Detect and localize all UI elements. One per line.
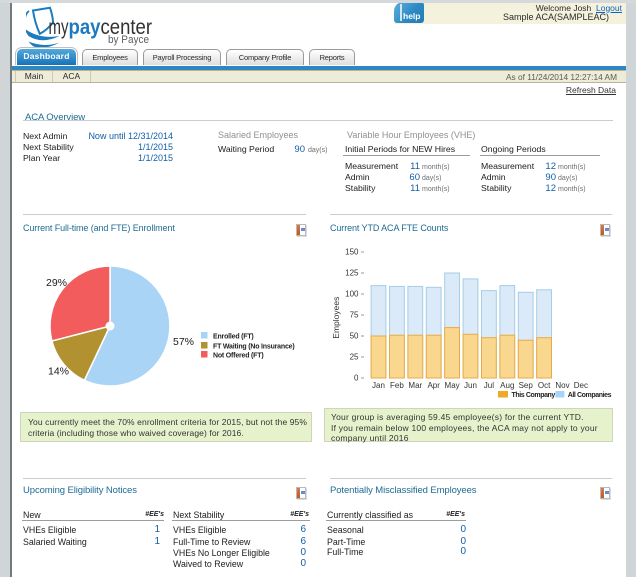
svg-text:Oct: Oct: [538, 381, 551, 390]
svg-text:Employees: Employees: [331, 297, 341, 339]
svg-text:Aug: Aug: [500, 381, 514, 390]
svg-text:my: my: [49, 16, 69, 39]
svg-text:This Company: This Company: [512, 392, 556, 399]
svg-text:center: center: [101, 16, 153, 39]
svg-text:57%: 57%: [173, 336, 194, 348]
svg-text:by Payce: by Payce: [108, 34, 149, 46]
svg-text:Jul: Jul: [484, 381, 494, 390]
svg-text:Jun: Jun: [464, 381, 477, 390]
svg-text:Not Offered (FT): Not Offered (FT): [213, 353, 263, 360]
svg-text:Apr: Apr: [427, 381, 440, 390]
svg-text:150: 150: [345, 248, 359, 257]
svg-text:29%: 29%: [46, 277, 67, 289]
svg-text:Dec: Dec: [574, 381, 588, 390]
svg-text:125: 125: [345, 269, 359, 278]
svg-text:Jan: Jan: [372, 381, 385, 390]
svg-text:All Companies: All Companies: [568, 392, 612, 399]
svg-text:100: 100: [345, 290, 359, 299]
svg-text:Enrolled (FT): Enrolled (FT): [213, 334, 254, 341]
svg-text:FT Waiting (No Insurance): FT Waiting (No Insurance): [213, 344, 294, 351]
svg-text:0: 0: [354, 374, 359, 383]
svg-text:Sep: Sep: [519, 381, 534, 390]
svg-text:pay: pay: [69, 16, 101, 39]
svg-text:Mar: Mar: [408, 381, 422, 390]
svg-text:May: May: [445, 381, 460, 390]
svg-text:25: 25: [350, 353, 359, 362]
svg-text:50: 50: [350, 332, 359, 341]
svg-text:75: 75: [350, 311, 359, 320]
svg-text:Nov: Nov: [555, 381, 569, 390]
svg-text:14%: 14%: [48, 366, 69, 378]
svg-text:Feb: Feb: [390, 381, 404, 390]
